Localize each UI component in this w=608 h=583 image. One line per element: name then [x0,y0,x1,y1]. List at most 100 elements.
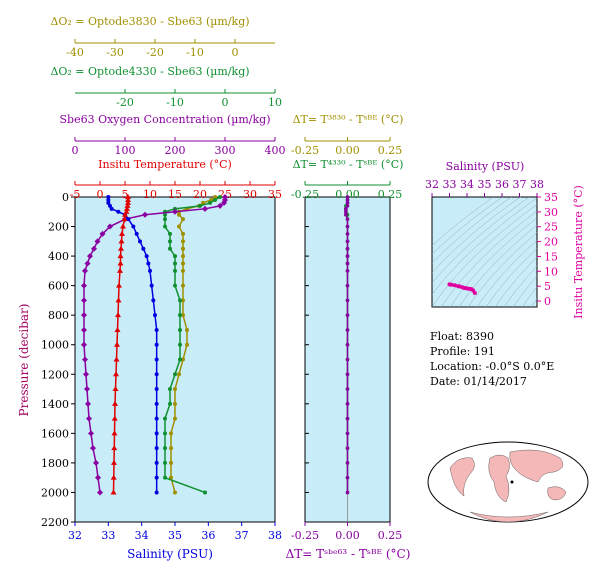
salinity-point [149,283,154,288]
temperature-point [119,230,125,236]
salinity-point [116,209,121,214]
optode4330-delta-point [168,231,172,236]
temperature-point [122,211,128,217]
main-plot-area [74,196,276,523]
pressure-tick-label: 2000 [41,486,69,499]
location: Location: -0.0°S 0.0°E [430,360,555,373]
oxygen-point [87,253,93,260]
top-axis-tick-label-oxygen: 100 [115,144,136,157]
ts-isoline [467,232,537,307]
delta-t-top-tick-label: 0.00 [335,144,360,157]
oxygen-point [202,205,208,212]
optode4330-delta-point [163,217,167,222]
pressure-tick-label: 1600 [41,427,69,440]
dt-sbe63-point [345,224,350,229]
salinity-tick-label: 37 [235,529,249,542]
dt-sbe63-point [345,283,350,288]
optode3830-delta-point [181,357,185,362]
dt-sbe63-point [345,372,350,377]
temperature-point [118,245,124,251]
temperature-point [118,238,125,244]
optode3830-delta-point [169,446,173,451]
temperature-point [124,202,131,208]
temperature-point [117,260,124,266]
optode3830-delta-point [177,212,181,217]
optode4330-delta-point [178,327,182,332]
optode4330-delta-point [168,246,172,251]
optode3830-delta-point [173,416,177,421]
temperature-point [117,267,123,273]
salinity-point [154,372,159,377]
optode3830-delta-point [185,327,189,332]
oxygen-point [85,400,91,407]
top-axis-tick-label-temperature: 15 [168,188,182,201]
temperature-point [125,194,131,199]
optode3830-delta-point [181,231,185,236]
optode4330-delta-point [173,254,177,259]
optode4330-delta-point [173,283,177,288]
ts-x-tick-label: 36 [495,178,509,191]
salinity-point [134,231,139,236]
ts-point [452,283,457,288]
top-axis-tick-label-do2_3830: -20 [146,46,164,59]
top-axis-tick-label-do2_3830: -10 [186,46,204,59]
oxygen-point [142,211,148,218]
dt-sbe63-point [345,261,350,266]
dt-sbe63-point [345,239,350,244]
temperature-point [117,253,124,259]
ts-x-tick-label: 37 [513,178,527,191]
delta-t-top-tick-label: 0.25 [378,188,403,201]
ts-plot-area [431,196,538,308]
optode3830-delta-point [169,475,173,480]
ts-isoline [449,217,537,307]
ts-x-tick-label: 34 [460,178,474,191]
dt-sbe63-point [345,446,350,450]
pressure-tick-label: 1400 [41,398,69,411]
dt-sbe63-point [345,387,350,391]
temperature-point [114,326,121,332]
delta-t-top-axis-title: ΔT= T³⁸³⁰ - Tˢᴮᴱ (°C) [293,113,404,126]
salinity-point [126,217,131,222]
map-asia [509,449,564,483]
optode4330-delta-point [163,460,167,465]
ts-y-tick-label: 20 [544,236,558,249]
ts-y-tick-label: 10 [544,265,558,278]
dt-sbe63-point [345,431,350,436]
salinity-point [154,431,159,436]
optode4330-delta-point [168,239,172,244]
dt-sbe63-point [345,461,350,465]
ts-y-tick-label: 35 [544,191,558,204]
pressure-axis-title: Pressure (decibar) [17,304,31,417]
dt-sbe63-point [345,342,350,347]
oxygen-point [81,297,87,304]
salinity-tick-label: 33 [101,529,115,542]
top-axis-tick-label-do2_4330: 10 [268,96,282,109]
salinity-point [154,387,159,392]
ts-isoline [440,210,537,307]
optode3830-delta-point [177,224,181,229]
temperature-point [111,415,118,421]
float-id: Float: 8390 [430,330,494,343]
optode4330-delta-point [213,197,217,202]
salinity-point [108,203,112,208]
world-map [427,441,589,523]
pressure-tick-label: 400 [48,250,69,263]
dt-sbe63-point [345,475,350,480]
dt-sbe63-point [345,313,350,317]
temperature-point [111,430,118,436]
optode4330-delta-point [168,387,172,392]
pressure-tick-label: 200 [48,221,69,234]
top-axis-tick-label-oxygen: 200 [165,144,186,157]
ts-isoline [530,297,537,307]
temperature-point [121,216,128,222]
pressure-tick-label: 600 [48,280,69,293]
delta-t-bottom-tick-label: 0.00 [335,529,360,542]
optode4330-delta-point [173,372,177,377]
dt-sbe63-point [345,328,350,332]
oxygen-point [94,238,101,245]
top-axis-title-temperature: Insitu Temperature (°C) [98,158,232,171]
oxygen-point [107,223,113,230]
dt-sbe63-point [345,269,350,273]
oxygen-point [82,356,88,363]
dt-sbe63-point [345,232,350,236]
